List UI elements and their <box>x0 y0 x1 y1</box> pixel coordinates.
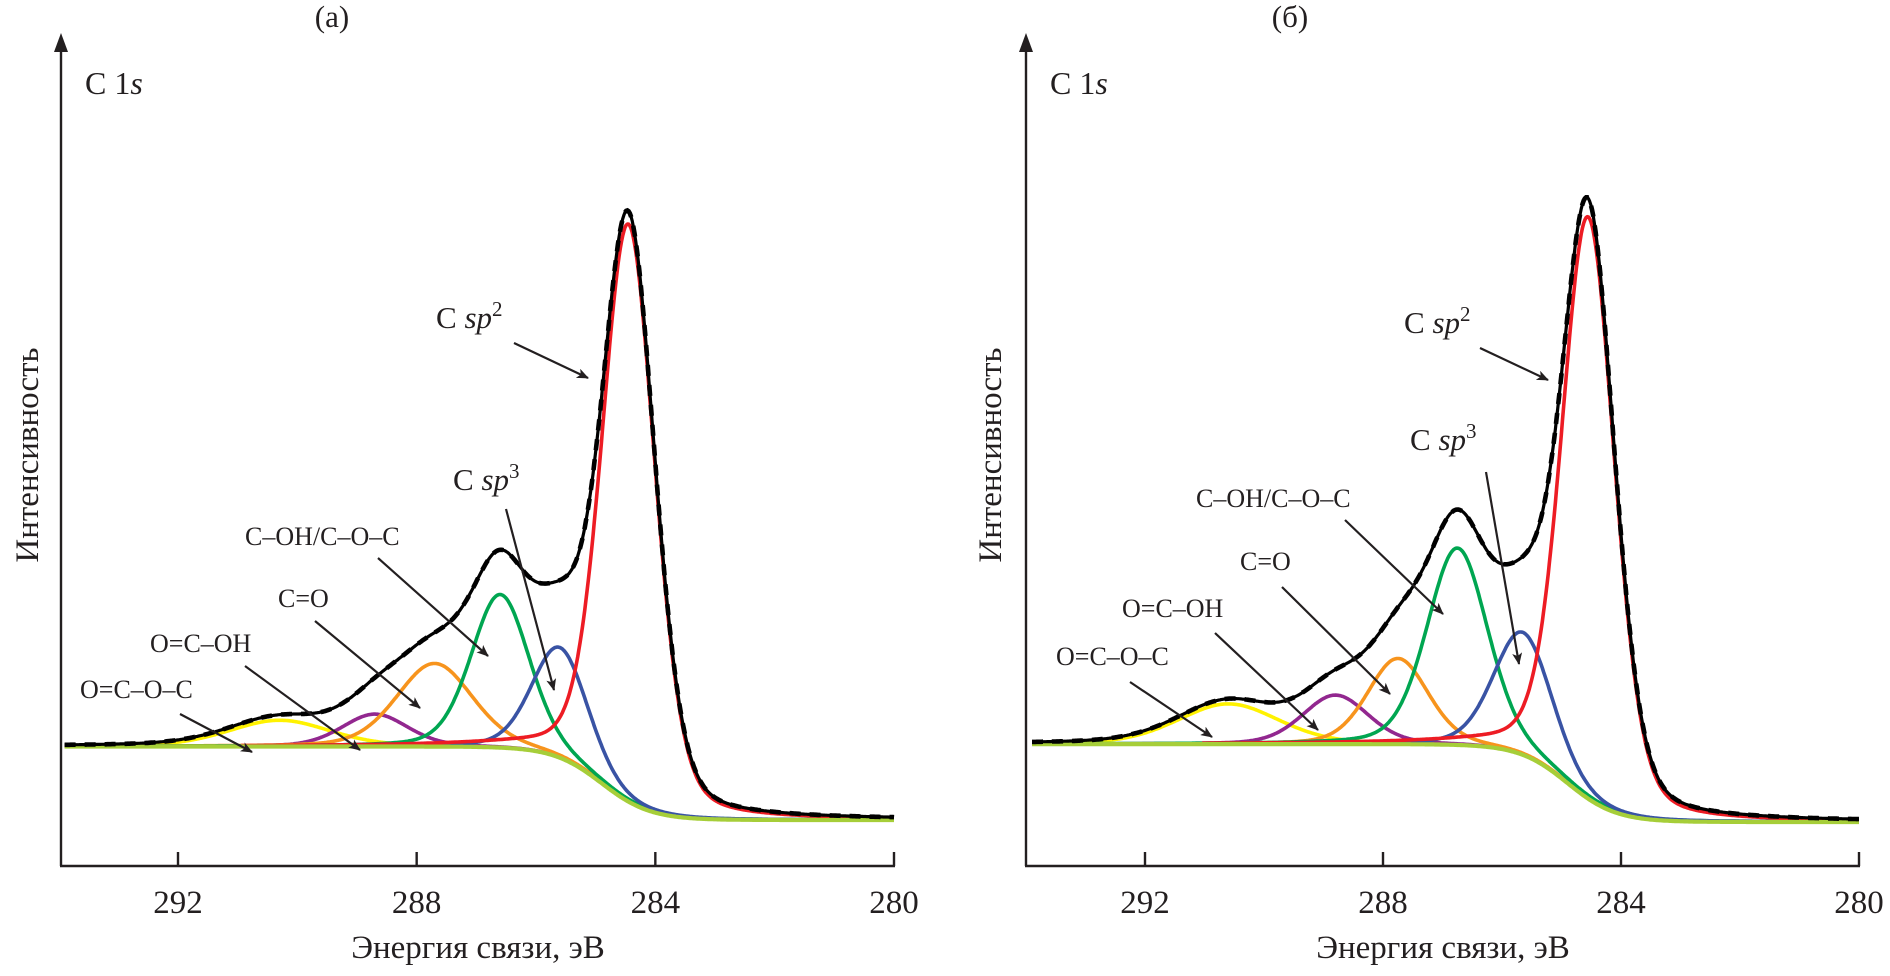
panel-b-curves <box>1031 195 1860 825</box>
panel-a-x-ticks: 292 288 284 280 <box>153 852 919 921</box>
panel-a-annotations: C sp2 C sp3 C–OH/C–O–C C=O O=C–OH O=C–O–… <box>80 297 589 753</box>
panel-a-component-o-c-oh <box>64 712 764 822</box>
panel-b-x-tick-label-292: 292 <box>1120 885 1170 921</box>
panel-b-background-line <box>1032 742 1859 825</box>
panel-b-xlabel: Энергия связи, эВ <box>1316 930 1570 966</box>
panel-a-arrow-ocoh <box>244 665 361 751</box>
panel-a-arrow-ococ <box>179 713 253 753</box>
panel-a-label-ocoh: O=C–OH <box>150 629 252 658</box>
panel-a-arrow-csp2 <box>513 342 589 379</box>
panel-b-ylabel: Интенсивность <box>973 347 1009 562</box>
panel-b-label-co: C=O <box>1240 547 1291 576</box>
panel-b-arrow-ocoh <box>1214 632 1319 731</box>
panel-b-label-ocoh: O=C–OH <box>1122 594 1224 623</box>
panel-b-arrow-csp2 <box>1479 347 1549 381</box>
panel-b: (б) 292 288 284 280 Интенсивность Энергия с… <box>973 0 1884 966</box>
panel-b-x-tick-label-280: 280 <box>1834 885 1884 921</box>
panel-a-x-tick-label-292: 292 <box>153 885 203 921</box>
panel-b-x-ticks: 292 288 284 280 <box>1120 852 1884 921</box>
panel-a-label-co: C=O <box>278 584 329 613</box>
panel-a-title: (a) <box>315 0 349 34</box>
panel-b-arrow-ococ <box>1129 681 1213 738</box>
panel-b-y-axis-arrow <box>1019 33 1033 52</box>
panel-a-x-tick-label-288: 288 <box>392 885 442 921</box>
panel-b-arrow-csp3 <box>1484 471 1523 665</box>
panel-a-envelope-fit-dashed <box>64 207 895 820</box>
panel-a-ylabel: Интенсивность <box>10 347 46 562</box>
panel-b-title: (б) <box>1272 0 1308 34</box>
panel-b-label-coh: C–OH/C–O–C <box>1196 484 1351 513</box>
panel-b-annotations: C sp2 C sp3 C–OH/C–O–C C=O O=C–OH O=C–O–… <box>1056 302 1549 738</box>
panel-b-label-csp2: C sp2 <box>1404 302 1471 340</box>
panel-a-y-axis-arrow <box>54 33 68 52</box>
panel-a-label-ococ: O=C–O–C <box>80 675 193 704</box>
panel-a: (a) 292 288 284 280 Интенсивность Энергия с… <box>10 0 919 966</box>
panel-b-envelope-fit-dashed <box>1032 195 1859 822</box>
panel-a-x-tick-label-280: 280 <box>869 885 919 921</box>
panel-a-c1s-label: C 1s <box>85 65 143 101</box>
panel-b-component-o-c-oh <box>1031 693 1723 824</box>
panel-b-component-c-oh-c-o-c <box>1070 546 1845 824</box>
panel-a-xlabel: Энергия связи, эВ <box>351 930 605 966</box>
panel-a-arrow-co <box>314 620 421 709</box>
panel-b-c1s-label: C 1s <box>1050 65 1108 101</box>
panel-b-arrow-co <box>1281 586 1391 695</box>
panel-a-arrow-csp3 <box>504 508 557 691</box>
panel-b-label-csp3: C sp3 <box>1410 419 1477 457</box>
panel-b-x-tick-label-284: 284 <box>1596 885 1646 921</box>
panel-b-x-tick-label-288: 288 <box>1358 885 1408 921</box>
panel-a-x-tick-label-284: 284 <box>631 885 681 921</box>
panel-a-arrow-coh <box>377 557 489 657</box>
panel-a-label-csp3: C sp3 <box>453 459 520 497</box>
panel-b-label-ococ: O=C–O–C <box>1056 642 1169 671</box>
panel-a-background-line <box>64 744 894 823</box>
panel-a-label-csp2: C sp2 <box>436 297 503 335</box>
panel-b-arrow-coh <box>1344 519 1444 615</box>
panel-a-label-coh: C–OH/C–O–C <box>245 522 400 551</box>
